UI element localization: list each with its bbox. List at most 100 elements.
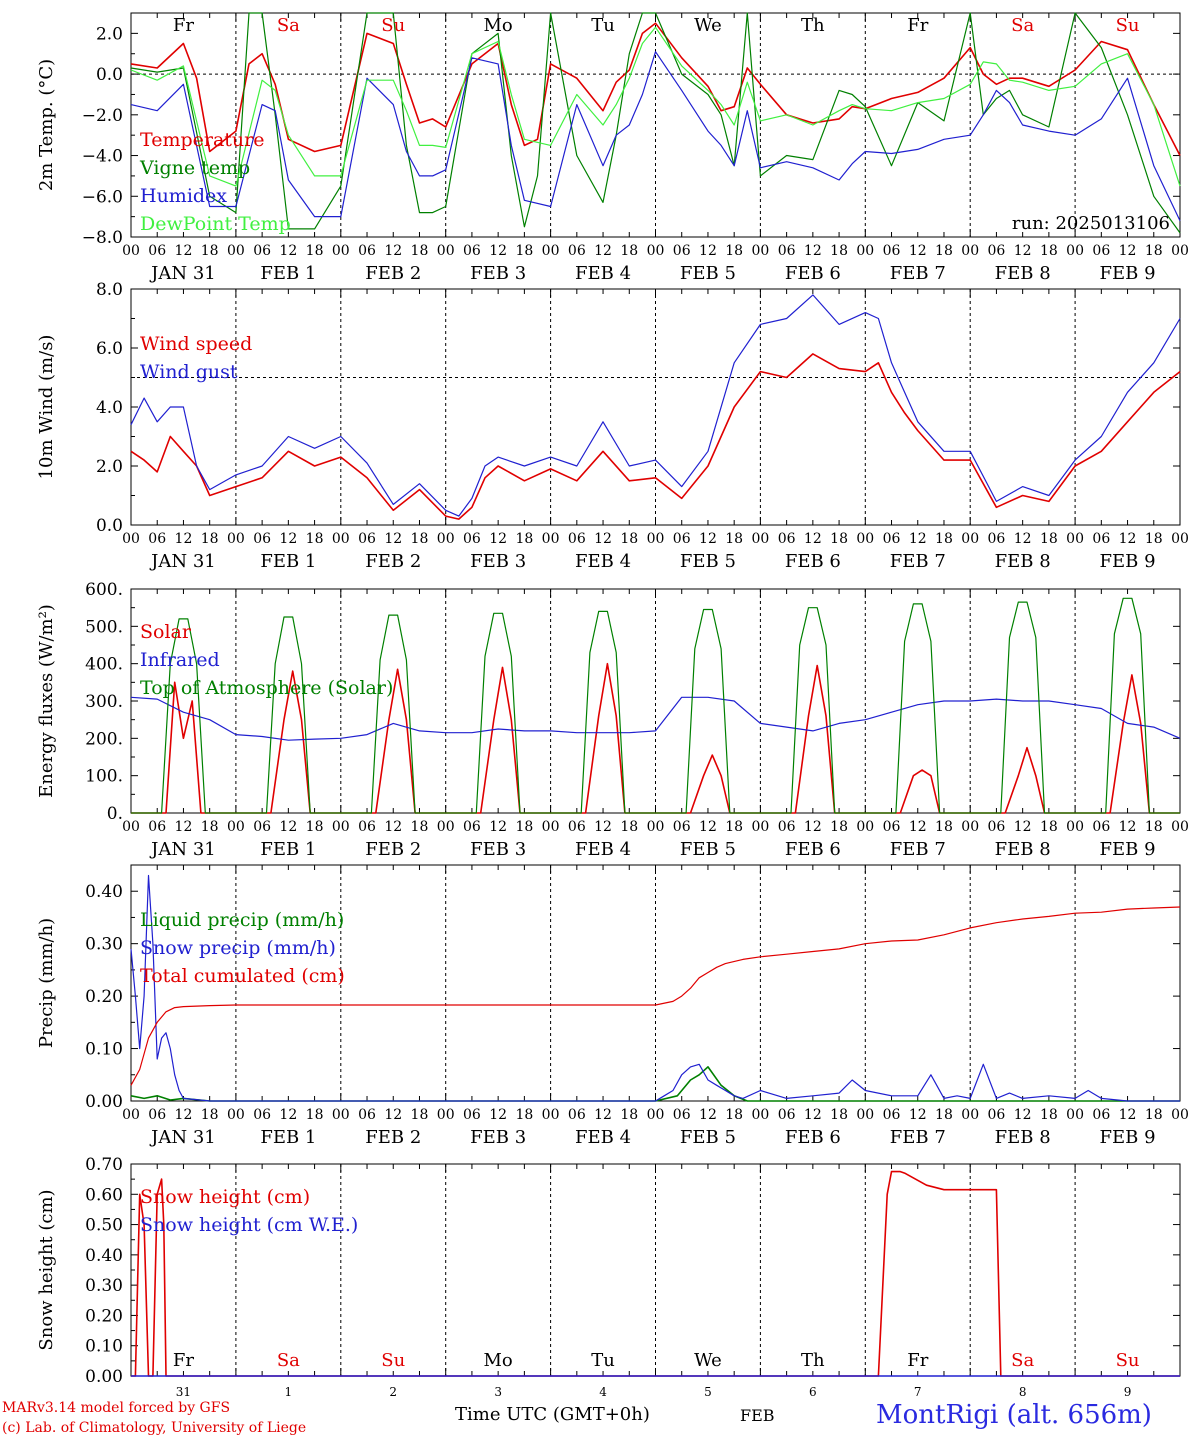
hour-tick-label: 18: [201, 819, 219, 835]
y-tick-label: 0.40: [85, 1246, 123, 1266]
date-label: FEB 2: [365, 551, 421, 572]
hour-tick-label: 18: [201, 531, 219, 547]
hour-tick-label: 12: [594, 531, 612, 547]
legend-entry: Snow height (cm): [140, 1186, 310, 1208]
date-label: FEB 3: [470, 263, 526, 284]
hour-tick-label: 18: [620, 243, 638, 259]
hour-tick-label: 06: [988, 243, 1006, 259]
hour-tick-label: 00: [437, 1107, 455, 1123]
hour-tick-label: 06: [148, 243, 166, 259]
y-axis-title: 2m Temp. (°C): [36, 59, 57, 191]
hour-tick-label: 06: [673, 1107, 691, 1123]
y-tick-label: 8.0: [96, 280, 123, 300]
hour-tick-label: 18: [935, 819, 953, 835]
hour-tick-label: 00: [856, 819, 874, 835]
hour-tick-label: 06: [883, 243, 901, 259]
hour-tick-label: 18: [1145, 819, 1163, 835]
hour-tick-label: 06: [1092, 243, 1110, 259]
series-line-top-of-atmosphere-solar-: [131, 597, 1180, 814]
y-tick-label: 0.60: [85, 1185, 123, 1205]
hour-tick-label: 12: [279, 243, 297, 259]
hour-tick-label: 18: [411, 1107, 429, 1123]
hour-tick-label: 06: [673, 531, 691, 547]
hour-tick-label: 06: [358, 1107, 376, 1123]
hour-tick-label: 18: [1040, 531, 1058, 547]
day-number-label: 9: [1124, 1385, 1132, 1399]
hour-tick-label: 06: [358, 819, 376, 835]
hour-tick-label: 00: [961, 1107, 979, 1123]
date-label: FEB 1: [260, 263, 316, 284]
date-label: FEB 3: [470, 551, 526, 572]
legend-entry: Infrared: [140, 649, 220, 671]
hour-tick-label: 12: [175, 1107, 193, 1123]
hour-tick-label: 18: [830, 531, 848, 547]
hour-tick-label: 06: [778, 531, 796, 547]
hour-tick-label: 00: [751, 819, 769, 835]
y-tick-label: 0.: [107, 804, 123, 824]
hour-tick-label: 12: [175, 819, 193, 835]
series-line-snow-precip-mm-h-: [130, 874, 1180, 1102]
month-label: FEB: [740, 1406, 775, 1425]
y-tick-label: −4.0: [82, 147, 123, 167]
hour-tick-label: 06: [148, 819, 166, 835]
hour-tick-label: 12: [1014, 243, 1032, 259]
hour-tick-label: 12: [594, 1107, 612, 1123]
weekday-label: Sa: [277, 15, 300, 36]
weekday-label: We: [694, 15, 722, 36]
station-title: MontRigi (alt. 656m): [876, 1400, 1152, 1430]
hour-tick-label: 06: [883, 1107, 901, 1123]
date-label: JAN 31: [149, 1127, 216, 1148]
legend-entry: Humidex: [140, 185, 227, 207]
date-label: FEB 7: [890, 263, 946, 284]
hour-tick-label: 12: [384, 1107, 402, 1123]
weekday-label: Th: [801, 1350, 825, 1371]
hour-tick-label: 12: [804, 1107, 822, 1123]
y-tick-label: 0.10: [85, 1040, 123, 1060]
date-label: FEB 2: [365, 263, 421, 284]
hour-tick-label: 18: [411, 243, 429, 259]
y-tick-label: 2.0: [96, 457, 123, 477]
hour-tick-label: 00: [542, 243, 560, 259]
date-label: FEB 1: [260, 839, 316, 860]
y-axis-title: Snow height (cm): [36, 1189, 57, 1350]
y-tick-label: −8.0: [82, 228, 123, 248]
hour-tick-label: 00: [437, 531, 455, 547]
hour-tick-label: 06: [568, 1107, 586, 1123]
weekday-label: Sa: [1011, 15, 1034, 36]
hour-tick-label: 18: [1040, 243, 1058, 259]
y-tick-label: −2.0: [82, 106, 123, 126]
hour-tick-label: 00: [542, 1107, 560, 1123]
day-number-label: 2: [389, 1385, 397, 1399]
hour-tick-label: 06: [463, 819, 481, 835]
hour-tick-label: 18: [411, 531, 429, 547]
day-number-label: 3: [494, 1385, 502, 1399]
date-label: FEB 1: [260, 1127, 316, 1148]
hour-tick-label: 18: [306, 531, 324, 547]
legend-entry: DewPoint Temp: [140, 213, 291, 235]
hour-tick-label: 18: [935, 1107, 953, 1123]
hour-tick-label: 18: [1040, 819, 1058, 835]
hour-tick-label: 06: [778, 1107, 796, 1123]
hour-tick-label: 12: [699, 819, 717, 835]
hour-tick-label: 00: [1066, 1107, 1084, 1123]
weekday-label: Tu: [591, 15, 615, 36]
hour-tick-label: 12: [594, 243, 612, 259]
legend-entry: Wind speed: [140, 333, 252, 355]
date-label: FEB 1: [260, 551, 316, 572]
y-tick-label: 0.10: [85, 1337, 123, 1357]
weekday-label: We: [694, 1350, 722, 1371]
hour-tick-label: 18: [725, 1107, 743, 1123]
weekday-label: Tu: [591, 1350, 615, 1371]
hour-tick-label: 06: [463, 243, 481, 259]
hour-tick-label: 18: [620, 819, 638, 835]
hour-tick-label: 12: [909, 819, 927, 835]
y-tick-label: 2.0: [96, 24, 123, 44]
day-number-label: 8: [1019, 1385, 1027, 1399]
y-tick-label: 0.20: [85, 987, 123, 1007]
hour-tick-label: 12: [489, 1107, 507, 1123]
lab-credit: (c) Lab. of Climatology, University of L…: [2, 1420, 307, 1436]
hour-tick-label: 06: [988, 1107, 1006, 1123]
hour-tick-label: 00: [542, 531, 560, 547]
hour-tick-label: 00: [1171, 819, 1189, 835]
